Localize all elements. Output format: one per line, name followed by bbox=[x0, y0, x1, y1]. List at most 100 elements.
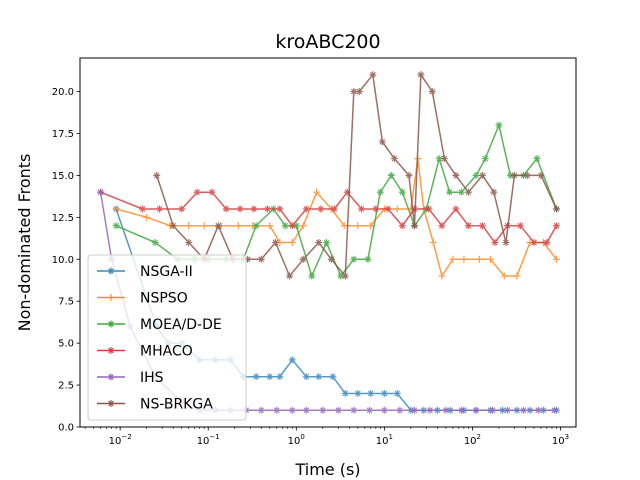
legend-label: NS-BRKGA bbox=[140, 397, 213, 413]
legend-swatch-marker bbox=[107, 267, 115, 275]
data-point-ns-brkga bbox=[417, 71, 425, 79]
data-point-nsga-ii bbox=[393, 389, 401, 397]
plot-frame bbox=[79, 57, 577, 428]
data-point-nspso bbox=[234, 222, 242, 230]
data-point-ihs bbox=[380, 406, 388, 414]
data-point-nspso bbox=[185, 222, 193, 230]
data-point-ihs bbox=[503, 406, 511, 414]
data-point-nspso bbox=[475, 255, 483, 263]
legend-box bbox=[87, 254, 247, 421]
data-point-nspso bbox=[288, 239, 296, 246]
data-point-nsga-ii bbox=[341, 389, 349, 397]
data-point-nsga-ii bbox=[276, 373, 284, 381]
data-point-nspso bbox=[449, 255, 457, 263]
data-point-ihs bbox=[457, 406, 465, 414]
y-tick-label: 2.5 bbox=[58, 381, 74, 392]
data-point-ns-brkga bbox=[185, 239, 193, 246]
data-point-ihs bbox=[489, 406, 497, 414]
data-point-nspso bbox=[266, 222, 274, 230]
data-point-ns-brkga bbox=[271, 239, 279, 246]
y-tick-label: 10.0 bbox=[52, 255, 74, 266]
y-tick-label: 15.0 bbox=[52, 171, 74, 182]
data-point-nsga-ii bbox=[252, 373, 260, 381]
data-point-ns-brkga bbox=[510, 171, 518, 179]
data-point-nspso bbox=[200, 222, 208, 230]
data-point-mhaco bbox=[193, 188, 201, 196]
data-point-nspso bbox=[367, 222, 375, 230]
data-point-ihs bbox=[350, 406, 358, 414]
legend-swatch-marker bbox=[107, 373, 115, 381]
data-point-ns-brkga bbox=[315, 239, 323, 246]
data-point-mhaco bbox=[156, 205, 164, 213]
data-point-ihs bbox=[550, 406, 558, 414]
y-tick-label: 7.5 bbox=[58, 297, 74, 308]
data-point-nsga-ii bbox=[354, 389, 362, 397]
data-point-mhaco bbox=[398, 222, 406, 230]
legend-label: NSGA-II bbox=[140, 264, 193, 280]
data-point-ihs bbox=[411, 406, 419, 414]
legend-item-moea-d-de: MOEA/D-DE bbox=[97, 317, 222, 333]
data-point-moea-d-de bbox=[435, 155, 443, 163]
data-point-ns-brkga bbox=[350, 88, 358, 96]
x-tick-label: 102 bbox=[464, 433, 481, 447]
data-point-moea-d-de bbox=[112, 222, 120, 230]
data-point-ns-brkga bbox=[341, 272, 349, 280]
x-tick-label-base: 10 bbox=[552, 436, 565, 447]
y-tick-label: 17.5 bbox=[52, 129, 74, 140]
legend-swatch-marker bbox=[107, 347, 115, 354]
data-point-nspso bbox=[112, 205, 120, 213]
data-point-nspso bbox=[429, 239, 437, 246]
x-tick-label-exponent: 2 bbox=[477, 433, 481, 441]
legend-swatch-marker bbox=[107, 320, 115, 328]
data-point-mhaco bbox=[236, 205, 244, 213]
data-point-moea-d-de bbox=[472, 171, 480, 179]
data-point-mhaco bbox=[357, 205, 365, 213]
data-point-nspso bbox=[460, 255, 468, 263]
data-point-ns-brkga bbox=[440, 155, 448, 163]
x-tick-label: 10−2 bbox=[109, 433, 132, 447]
data-point-mhaco bbox=[516, 222, 524, 230]
data-point-moea-d-de bbox=[533, 155, 541, 163]
data-point-ihs bbox=[442, 406, 450, 414]
data-point-ns-brkga bbox=[405, 171, 413, 179]
x-tick-label-base: 10 bbox=[376, 436, 389, 447]
data-point-ihs bbox=[426, 406, 434, 414]
data-point-ns-brkga bbox=[257, 255, 265, 263]
legend-swatch-marker bbox=[107, 294, 115, 301]
data-point-ns-brkga bbox=[299, 255, 307, 263]
data-point-moea-d-de bbox=[252, 222, 260, 230]
data-point-nsga-ii bbox=[288, 356, 296, 364]
data-point-mhaco bbox=[276, 205, 284, 213]
x-tick-label-base: 10 bbox=[109, 436, 122, 447]
data-point-ns-brkga bbox=[286, 272, 294, 280]
data-point-ns-brkga bbox=[369, 71, 377, 79]
data-point-moea-d-de bbox=[398, 188, 406, 196]
data-point-mhaco bbox=[384, 205, 392, 213]
data-point-nsga-ii bbox=[302, 373, 310, 381]
data-point-mhaco bbox=[438, 222, 446, 230]
x-tick-label-base: 10 bbox=[464, 436, 477, 447]
data-point-mhaco bbox=[372, 205, 380, 213]
y-tick-label: 5.0 bbox=[58, 339, 74, 350]
x-tick-label-exponent: 3 bbox=[565, 433, 569, 441]
y-tick-label: 0.0 bbox=[58, 423, 74, 434]
data-point-ihs bbox=[302, 406, 310, 414]
legend-item-ns-brkga: NS-BRKGA bbox=[97, 397, 213, 413]
data-point-ihs bbox=[97, 188, 105, 196]
data-point-ns-brkga bbox=[478, 171, 486, 179]
data-point-ihs bbox=[334, 406, 342, 414]
data-point-mhaco bbox=[222, 205, 230, 213]
legend-item-ihs: IHS bbox=[97, 370, 164, 386]
data-point-ns-brkga bbox=[355, 88, 363, 96]
data-point-moea-d-de bbox=[457, 188, 465, 196]
data-point-mhaco bbox=[543, 239, 551, 246]
legend: NSGA-II NSPSO MOEA/D-DE MHACO IHS NS-BRKGA bbox=[87, 254, 247, 421]
x-tick-label: 10−1 bbox=[197, 433, 220, 447]
data-point-nspso bbox=[486, 255, 494, 263]
data-point-nspso bbox=[340, 222, 348, 230]
data-point-ns-brkga bbox=[523, 171, 531, 179]
legend-label: MOEA/D-DE bbox=[140, 317, 222, 333]
x-tick-label-base: 10 bbox=[288, 436, 301, 447]
data-point-mhaco bbox=[317, 205, 325, 213]
data-point-moea-d-de bbox=[350, 255, 358, 263]
